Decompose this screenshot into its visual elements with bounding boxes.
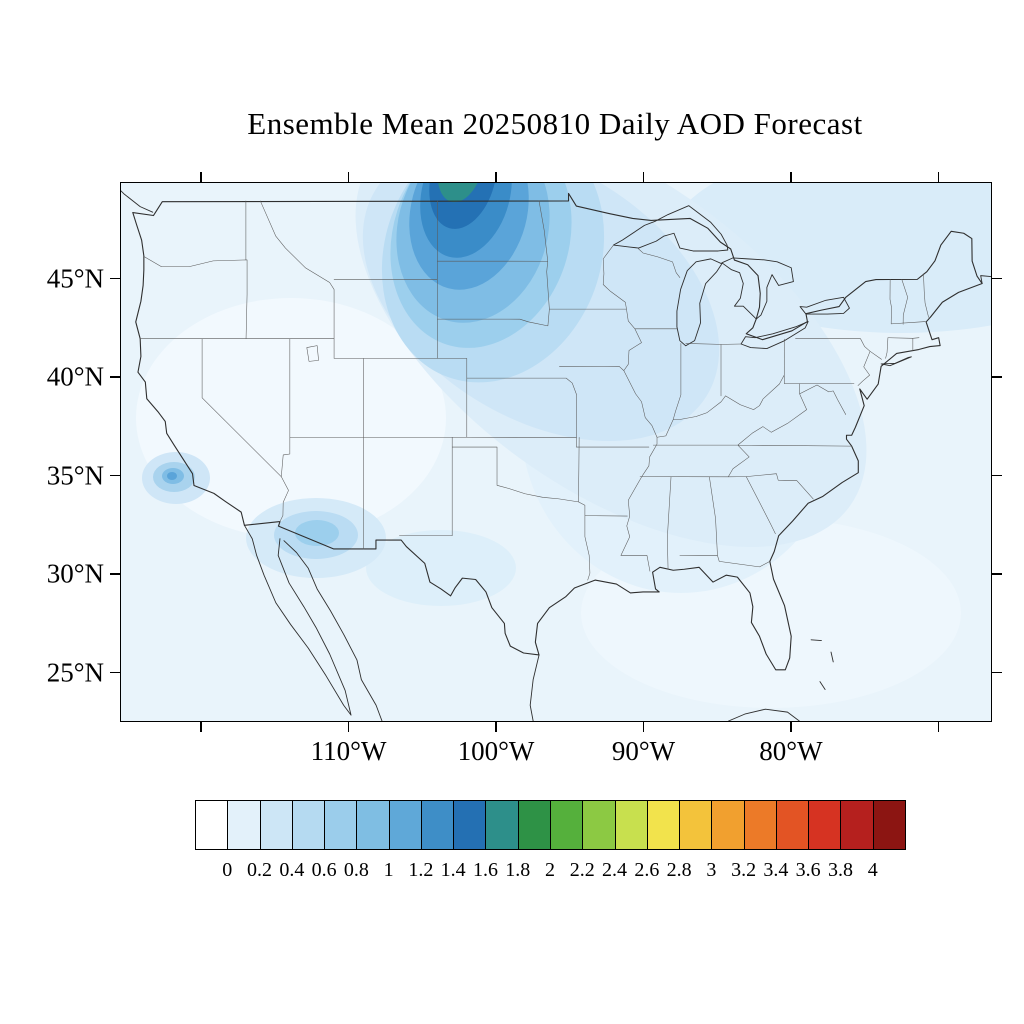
colorbar-cell [775, 800, 810, 850]
colorbar-cell [614, 800, 648, 850]
colorbar-tick-label: 1.2 [408, 859, 434, 881]
y-axis-tick [110, 277, 120, 280]
colorbar-cell [646, 800, 681, 850]
colorbar-cell [195, 800, 229, 850]
x-axis-tick [937, 172, 940, 182]
great-lakes [614, 206, 912, 366]
y-axis-tick [110, 474, 120, 477]
map-frame [120, 182, 992, 722]
x-tick-label: 100°W [457, 736, 535, 766]
colorbar-cell [840, 800, 874, 850]
colorbar-cell [679, 800, 713, 850]
x-axis-tick [642, 172, 645, 182]
colorbar-cell [356, 800, 390, 850]
y-axis-tick [991, 277, 1002, 280]
us-aod-map [121, 183, 991, 721]
colorbar-cell [420, 800, 455, 850]
colorbar-tick-label: 1.4 [440, 859, 466, 881]
us-coastline-and-borders [133, 193, 982, 669]
x-axis-tick [642, 721, 645, 732]
colorbar-tick-label: 1.6 [472, 859, 498, 881]
x-axis-tick [790, 721, 792, 732]
x-axis-tick [200, 721, 202, 732]
colorbar-tick-label: 0.8 [343, 859, 369, 881]
colorbar-cell [291, 800, 326, 850]
y-axis-tick [991, 573, 1002, 575]
state-borders [140, 201, 928, 580]
x-axis-tick [200, 172, 202, 182]
x-axis-tick [347, 721, 350, 732]
plot-title: Ensemble Mean 20250810 Daily AOD Forecas… [247, 106, 863, 141]
colorbar-tick-label: 0 [222, 859, 233, 881]
colorbar-cell [872, 800, 906, 850]
x-tick-label: 80°W [759, 736, 823, 766]
colorbar-cell [388, 800, 422, 850]
colorbar-tick-label: 2 [545, 859, 555, 881]
colorbar-cell [808, 800, 842, 850]
colorbar-cell [550, 800, 584, 850]
colorbar-tick-label: 0.2 [247, 859, 273, 881]
colorbar-tick-label: 2.2 [569, 859, 595, 881]
y-axis-tick [110, 671, 120, 674]
y-axis-tick [110, 376, 120, 378]
x-tick-label: 90°W [611, 736, 676, 766]
y-axis-tick [991, 671, 1002, 674]
colorbar-cell [259, 800, 293, 850]
colorbar-cell [485, 800, 519, 850]
colorbar-tick-label: 0.4 [279, 859, 305, 881]
y-tick-label: 40°N [46, 361, 104, 392]
colorbar-cell [324, 800, 358, 850]
y-tick-label: 25°N [46, 657, 104, 688]
x-tick-label: 110°W [310, 736, 387, 766]
colorbar-cell [711, 800, 745, 850]
colorbar-tick-label: 3.6 [795, 859, 821, 881]
x-axis-tick [347, 172, 350, 182]
colorbar-cell [743, 800, 777, 850]
y-tick-label: 35°N [46, 460, 104, 491]
x-axis-tick [495, 721, 497, 732]
colorbar-cell [227, 800, 261, 850]
colorbar-tick-label: 2.8 [666, 859, 692, 881]
colorbar-tick-label: 1.8 [505, 859, 531, 881]
y-axis-tick [991, 376, 1002, 378]
colorbar-tick-label: 2.6 [634, 859, 660, 881]
x-axis-tick [790, 172, 792, 182]
colorbar-tick-label: 3 [706, 859, 717, 881]
mexico-canada-coastlines [121, 191, 991, 721]
aod-field [121, 183, 991, 721]
y-axis-tick [110, 573, 120, 575]
y-tick-label: 45°N [46, 263, 104, 294]
colorbar-tick-label: 4 [867, 859, 878, 881]
x-axis-tick [937, 721, 940, 732]
colorbar-cell [453, 800, 487, 850]
colorbar-tick-label: 3.8 [827, 859, 853, 881]
colorbar-tick-label: 3.2 [731, 859, 757, 881]
colorbar-tick-label: 0.6 [311, 859, 337, 881]
colorbar-tick-label: 2.4 [602, 859, 628, 881]
x-axis-tick [495, 172, 497, 182]
y-tick-label: 30°N [46, 558, 104, 589]
colorbar-cell [517, 800, 551, 850]
colorbar-cell [582, 800, 616, 850]
colorbar-tick-label: 1 [383, 859, 394, 881]
colorbar-tick-label: 3.4 [763, 859, 789, 881]
y-axis-tick [991, 474, 1002, 477]
